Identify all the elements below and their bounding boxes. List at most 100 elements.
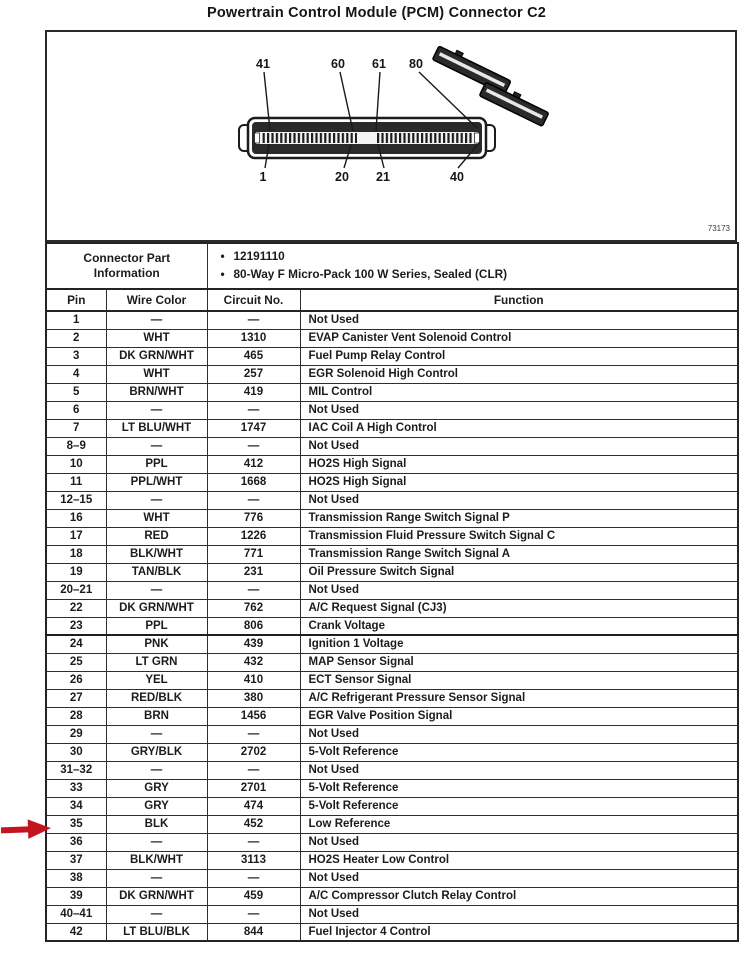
pin-cell: 37 bbox=[45, 850, 107, 870]
circuit-no-cell: 419 bbox=[206, 382, 301, 402]
circuit-no-cell: 806 bbox=[206, 616, 301, 636]
circuit-no-cell: 432 bbox=[206, 652, 301, 672]
circuit-no-cell: 231 bbox=[206, 562, 301, 582]
wire-color-cell: DK GRN/WHT bbox=[105, 598, 208, 618]
wire-color-cell: — bbox=[105, 904, 208, 924]
table-row: 20–21 — — Not Used bbox=[45, 580, 739, 600]
wire-color-cell: — bbox=[105, 760, 208, 780]
circuit-no-cell: 1456 bbox=[206, 706, 301, 726]
pin-cell: 35 bbox=[45, 814, 107, 834]
table-row: 29 — — Not Used bbox=[45, 724, 739, 744]
connector-part-info-line2: Information bbox=[93, 266, 160, 280]
circuit-no-cell: 844 bbox=[206, 922, 301, 942]
pin-callout-40: 40 bbox=[450, 170, 464, 184]
table-row: 7 LT BLU/WHT 1747 IAC Coil A High Contro… bbox=[45, 418, 739, 438]
page-title: Powertrain Control Module (PCM) Connecto… bbox=[206, 5, 547, 21]
pin-cell: 18 bbox=[45, 544, 107, 564]
table-row: 38 — — Not Used bbox=[45, 868, 739, 888]
table-row: 40–41 — — Not Used bbox=[45, 904, 739, 924]
pin-cell: 40–41 bbox=[45, 904, 107, 924]
function-cell: A/C Refrigerant Pressure Sensor Signal bbox=[299, 688, 739, 708]
connector-part-number: • 12191110 bbox=[208, 248, 737, 266]
table-row: 31–32 — — Not Used bbox=[45, 760, 739, 780]
wire-color-cell: — bbox=[105, 490, 208, 510]
circuit-no-cell: 465 bbox=[206, 346, 301, 366]
circuit-no-cell: — bbox=[206, 832, 301, 852]
connector-part-info-header: Connector Part Information bbox=[45, 242, 208, 290]
wire-color-cell: YEL bbox=[105, 670, 208, 690]
pin-cell: 17 bbox=[45, 526, 107, 546]
circuit-no-cell: 762 bbox=[206, 598, 301, 618]
column-header-pin: Pin bbox=[45, 288, 107, 312]
wire-color-cell: PPL bbox=[105, 616, 208, 636]
column-header-row: Pin Wire Color Circuit No. Function bbox=[45, 288, 739, 312]
wire-color-cell: BLK bbox=[105, 814, 208, 834]
pin-cell: 34 bbox=[45, 796, 107, 816]
function-cell: IAC Coil A High Control bbox=[299, 418, 739, 438]
wire-color-cell: BRN/WHT bbox=[105, 382, 208, 402]
wire-color-cell: WHT bbox=[105, 364, 208, 384]
circuit-no-cell: 452 bbox=[206, 814, 301, 834]
table-row: 36 — — Not Used bbox=[45, 832, 739, 852]
table-row: 3 DK GRN/WHT 465 Fuel Pump Relay Control bbox=[45, 346, 739, 366]
table-row: 39 DK GRN/WHT 459 A/C Compressor Clutch … bbox=[45, 886, 739, 906]
circuit-no-cell: 439 bbox=[206, 634, 301, 654]
function-cell: HO2S Heater Low Control bbox=[299, 850, 739, 870]
wire-color-cell: PPL/WHT bbox=[105, 472, 208, 492]
function-cell: 5-Volt Reference bbox=[299, 742, 739, 762]
function-cell: EVAP Canister Vent Solenoid Control bbox=[299, 328, 739, 348]
table-row: 23 PPL 806 Crank Voltage bbox=[45, 616, 739, 636]
table-row: 11 PPL/WHT 1668 HO2S High Signal bbox=[45, 472, 739, 492]
table-row: 18 BLK/WHT 771 Transmission Range Switch… bbox=[45, 544, 739, 564]
wire-color-cell: BRN bbox=[105, 706, 208, 726]
function-cell: Not Used bbox=[299, 832, 739, 852]
pin-cell: 16 bbox=[45, 508, 107, 528]
connector-part-info-values: • 12191110 • 80-Way F Micro-Pack 100 W Ser… bbox=[206, 242, 739, 290]
pin-callout-60: 60 bbox=[331, 57, 345, 71]
wire-color-cell: DK GRN/WHT bbox=[105, 346, 208, 366]
circuit-no-cell: 2702 bbox=[206, 742, 301, 762]
leader-lines bbox=[263, 71, 481, 169]
table-row: 25 LT GRN 432 MAP Sensor Signal bbox=[45, 652, 739, 672]
pin-cell: 24 bbox=[45, 634, 107, 654]
pin-cell: 3 bbox=[45, 346, 107, 366]
connector-part-info-line1: Connector Part bbox=[83, 251, 171, 265]
wire-color-cell: PPL bbox=[105, 454, 208, 474]
pinout-table: Connector Part Information • 12191110 • 80… bbox=[45, 242, 740, 942]
pin-cell: 28 bbox=[45, 706, 107, 726]
table-row: 8–9 — — Not Used bbox=[45, 436, 739, 456]
pin-cell: 6 bbox=[45, 400, 107, 420]
pin-callout-80: 80 bbox=[409, 57, 423, 71]
function-cell: HO2S High Signal bbox=[299, 454, 739, 474]
function-cell: MIL Control bbox=[299, 382, 739, 402]
wire-color-cell: RED/BLK bbox=[105, 688, 208, 708]
function-cell: Oil Pressure Switch Signal bbox=[299, 562, 739, 582]
pinout-table-body: 1 — — Not Used 2 WHT 1310 EVAP Canister … bbox=[45, 310, 739, 942]
wire-color-cell: WHT bbox=[105, 328, 208, 348]
pin-cell: 29 bbox=[45, 724, 107, 744]
function-cell: A/C Request Signal (CJ3) bbox=[299, 598, 739, 618]
pin-cell: 27 bbox=[45, 688, 107, 708]
circuit-no-cell: — bbox=[206, 580, 301, 600]
function-cell: 5-Volt Reference bbox=[299, 778, 739, 798]
function-cell: EGR Valve Position Signal bbox=[299, 706, 739, 726]
circuit-no-cell: — bbox=[206, 868, 301, 888]
table-row: 1 — — Not Used bbox=[45, 310, 739, 330]
circuit-no-cell: — bbox=[206, 760, 301, 780]
table-row: 6 — — Not Used bbox=[45, 400, 739, 420]
function-cell: EGR Solenoid High Control bbox=[299, 364, 739, 384]
function-cell: Not Used bbox=[299, 310, 739, 330]
circuit-no-cell: 257 bbox=[206, 364, 301, 384]
table-row: 35 BLK 452 Low Reference bbox=[45, 814, 739, 834]
pin-cell: 5 bbox=[45, 382, 107, 402]
pin-cell: 22 bbox=[45, 598, 107, 618]
circuit-no-cell: 2701 bbox=[206, 778, 301, 798]
function-cell: HO2S High Signal bbox=[299, 472, 739, 492]
table-row: 16 WHT 776 Transmission Range Switch Sig… bbox=[45, 508, 739, 528]
wire-color-cell: — bbox=[105, 310, 208, 330]
circuit-no-cell: 1668 bbox=[206, 472, 301, 492]
pin-cell: 19 bbox=[45, 562, 107, 582]
function-cell: Fuel Pump Relay Control bbox=[299, 346, 739, 366]
table-row: 34 GRY 474 5-Volt Reference bbox=[45, 796, 739, 816]
function-cell: Not Used bbox=[299, 904, 739, 924]
